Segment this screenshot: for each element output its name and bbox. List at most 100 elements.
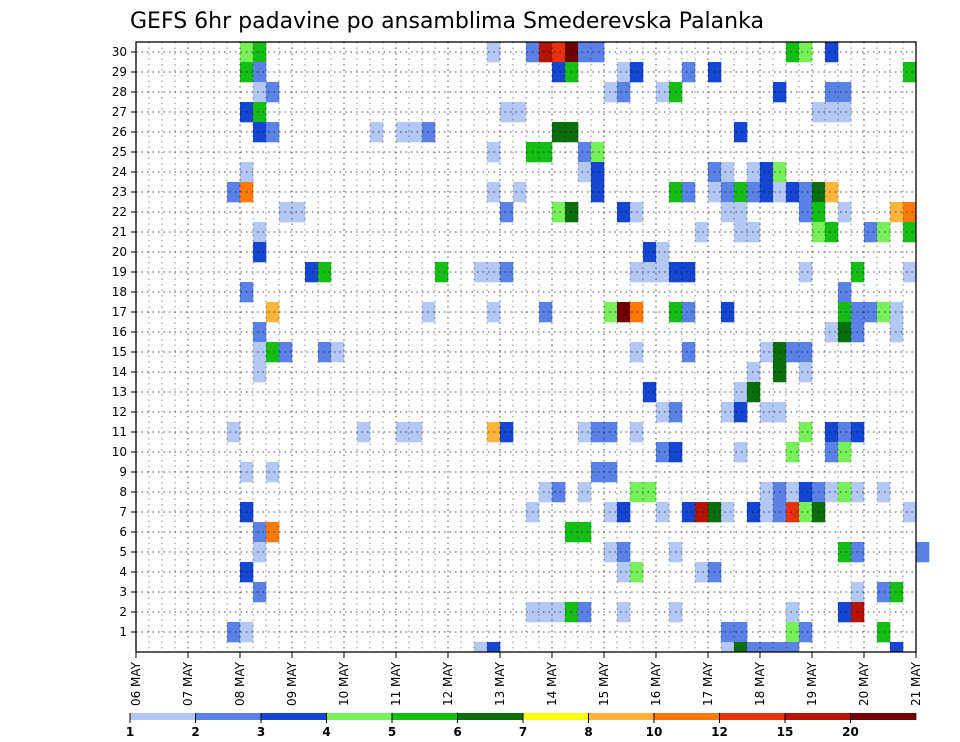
heatmap-cell [682,342,696,363]
heatmap-cell [799,202,813,223]
y-tick-label: 24 [112,165,127,179]
legend-swatch [457,713,524,720]
heatmap-cell [604,462,618,483]
heatmap-cell [838,542,852,563]
heatmap-cell [604,542,618,563]
heatmap-cell [890,302,904,323]
heatmap-cell [786,182,800,203]
heatmap-cell [903,202,917,223]
heatmap-cell [552,482,566,503]
heatmap-cell [435,262,449,283]
heatmap-cell [500,262,514,283]
heatmap-cell [539,482,553,503]
heatmap-cell [266,522,280,543]
heatmap-cell [552,42,566,63]
heatmap-cell [903,262,917,283]
heatmap-cell [578,602,592,623]
heatmap-cell [760,482,774,503]
heatmap-cell [799,482,813,503]
cells-layer [227,42,930,653]
heatmap-cell [578,142,592,163]
legend-swatch [785,713,851,720]
heatmap-cell [890,642,904,653]
legend-swatch [261,713,327,720]
heatmap-cell [253,82,267,103]
heatmap-cell [305,262,319,283]
y-tick-label: 6 [119,525,127,539]
heatmap-cell [890,322,904,343]
heatmap-cell [539,42,553,63]
y-tick-label: 17 [112,305,127,319]
heatmap-cell [721,502,735,523]
heatmap-cell [643,242,657,263]
heatmap-cell [799,622,813,643]
heatmap-cell [253,42,267,63]
heatmap-cell [734,182,748,203]
legend-label: 7 [519,725,527,739]
heatmap-cell [890,202,904,223]
heatmap-cell [617,302,631,323]
y-tick-label: 13 [112,385,127,399]
heatmap-cell [396,122,410,143]
heatmap-cell [760,182,774,203]
heatmap-cell [786,342,800,363]
y-tick-label: 21 [112,225,127,239]
legend-label: 4 [322,725,330,739]
heatmap-cell [266,342,280,363]
heatmap-cell [656,242,670,263]
heatmap-cell [825,222,839,243]
heatmap-cell [838,102,852,123]
heatmap-cell [604,502,618,523]
heatmap-cell [786,42,800,63]
heatmap-cell [604,422,618,443]
heatmap-cell [734,202,748,223]
heatmap-cell [487,642,501,653]
x-tick-label: 17 MAY [701,661,715,706]
y-tick-label: 8 [119,485,127,499]
heatmap-cell [409,422,423,443]
x-tick-label: 06 MAY [129,661,143,706]
y-tick-label: 3 [119,585,127,599]
heatmap-cell [292,202,306,223]
heatmap-cell [617,202,631,223]
heatmap-cell [825,42,839,63]
heatmap-cell [578,42,592,63]
heatmap-cell [903,62,917,83]
legend-label: 5 [388,725,396,739]
heatmap-cell [760,502,774,523]
legend-label: 1 [126,725,134,739]
heatmap-cell [617,502,631,523]
heatmap-cell [838,442,852,463]
heatmap-cell [253,582,267,603]
heatmap-cell [786,482,800,503]
heatmap-cell [617,542,631,563]
heatmap-cell [695,222,709,243]
heatmap-cell [266,82,280,103]
heatmap-cell [227,182,241,203]
heatmap-cell [617,62,631,83]
chart-title: GEFS 6hr padavine po ansamblima Smederev… [130,9,764,34]
x-tick-label: 12 MAY [441,661,455,706]
heatmap-cell [916,542,930,563]
heatmap-cell [734,402,748,423]
heatmap-cell [552,602,566,623]
legend-label: 3 [257,725,265,739]
heatmap-cell [747,362,761,383]
x-tick-label: 19 MAY [805,661,819,706]
heatmap-cell [266,302,280,323]
heatmap-cell [253,62,267,83]
heatmap-cell [721,302,735,323]
heatmap-cell [656,402,670,423]
heatmap-cell [591,462,605,483]
y-tick-label: 10 [112,445,127,459]
legend-swatch [588,713,655,720]
plot-frame [135,41,917,653]
heatmap-cell [604,302,618,323]
heatmap-cell [747,382,761,403]
heatmap-cell [838,602,852,623]
x-tick-label: 07 MAY [181,661,195,706]
heatmap-cell [799,262,813,283]
legend-label: 15 [777,725,794,739]
heatmap-cell [591,142,605,163]
heatmap-cell [682,182,696,203]
